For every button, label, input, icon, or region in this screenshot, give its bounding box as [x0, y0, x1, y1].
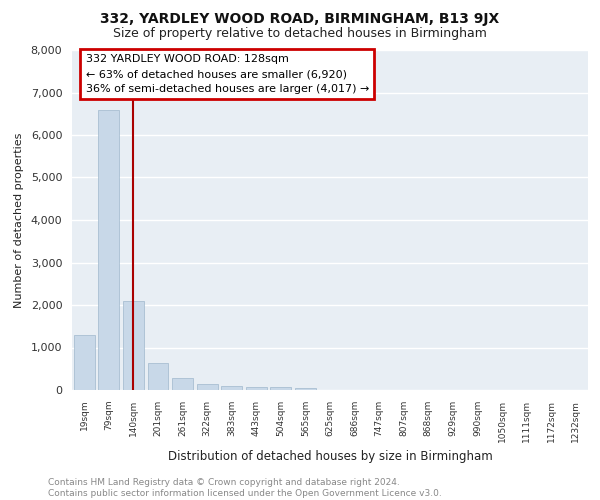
Bar	[221, 386, 242, 390]
Bar	[197, 384, 218, 390]
Bar	[74, 335, 95, 390]
Bar	[246, 386, 267, 390]
Bar	[271, 388, 292, 390]
Bar	[172, 378, 193, 390]
Bar	[148, 363, 169, 390]
X-axis label: Distribution of detached houses by size in Birmingham: Distribution of detached houses by size …	[167, 450, 493, 463]
Text: Size of property relative to detached houses in Birmingham: Size of property relative to detached ho…	[113, 28, 487, 40]
Bar	[295, 388, 316, 390]
Text: Contains HM Land Registry data © Crown copyright and database right 2024.
Contai: Contains HM Land Registry data © Crown c…	[48, 478, 442, 498]
Bar	[98, 110, 119, 390]
Text: 332 YARDLEY WOOD ROAD: 128sqm
← 63% of detached houses are smaller (6,920)
36% o: 332 YARDLEY WOOD ROAD: 128sqm ← 63% of d…	[86, 54, 369, 94]
Text: 332, YARDLEY WOOD ROAD, BIRMINGHAM, B13 9JX: 332, YARDLEY WOOD ROAD, BIRMINGHAM, B13 …	[100, 12, 500, 26]
Bar	[123, 300, 144, 390]
Y-axis label: Number of detached properties: Number of detached properties	[14, 132, 24, 308]
